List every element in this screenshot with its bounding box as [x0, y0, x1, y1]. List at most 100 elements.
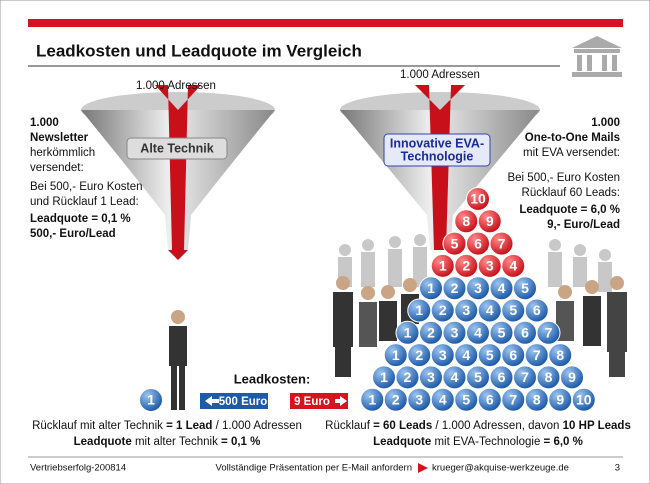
ball-number: 6	[498, 369, 506, 385]
ball-number: 1	[147, 392, 155, 408]
funnel-label: Technologie	[401, 149, 474, 163]
ball-number: 5	[498, 325, 506, 341]
ball-number: 4	[451, 369, 459, 385]
ball-number: 9	[568, 369, 576, 385]
ball-number: 5	[451, 235, 459, 251]
ball	[548, 343, 573, 368]
ball	[571, 387, 596, 412]
ball-number: 8	[533, 391, 541, 407]
footer-center: Vollständige Präsentation per E-Mail anf…	[216, 463, 412, 474]
old-tech-button	[126, 137, 228, 160]
ball-number: 2	[427, 325, 435, 341]
ball	[524, 298, 549, 323]
ball-number: 6	[533, 302, 541, 318]
summary-segment: Rücklauf	[325, 420, 373, 432]
ball-number: 1	[415, 302, 423, 318]
info-line: 9,- Euro/Lead	[547, 219, 620, 231]
ball-number: 8	[462, 213, 470, 229]
ball-number: 3	[427, 369, 435, 385]
ball-number: 4	[439, 391, 447, 407]
ball-number: 1	[392, 347, 400, 363]
ball	[536, 320, 561, 345]
ball	[466, 187, 490, 211]
ball-number: 4	[474, 325, 482, 341]
summary-line: Rücklauf mit alter Technik = 1 Lead / 1.…	[32, 420, 302, 432]
footer-email[interactable]: krueger@akquise-werkzeuge.de	[432, 463, 569, 474]
ball-number: 9	[556, 391, 564, 407]
summary-segment: = 0,1 %	[221, 436, 260, 448]
title: Leadkosten und Leadquote im Vergleich	[36, 41, 362, 60]
ball-number: 2	[392, 391, 400, 407]
ball-number: 9	[486, 213, 494, 229]
funnel-label: Alte Technik	[140, 141, 213, 155]
info-line: versendet:	[30, 162, 84, 174]
info-line: Bei 500,- Euro Kosten	[30, 181, 143, 193]
summary-line: Leadquote mit EVA-Technologie = 6,0 %	[373, 436, 583, 448]
info-line: und Rücklauf 1 Lead:	[30, 196, 139, 208]
ball-number: 3	[451, 325, 459, 341]
ball-number: 5	[462, 391, 470, 407]
ball-number: 1	[439, 258, 447, 274]
ball	[139, 388, 163, 412]
summary-segment: mit alter Technik	[132, 436, 221, 448]
page-number: 3	[615, 463, 620, 474]
ball-number: 2	[415, 347, 423, 363]
info-line: Bei 500,- Euro Kosten	[507, 172, 620, 184]
summary-segment: 10 HP Leads	[563, 420, 631, 432]
summary-line: Rücklauf = 60 Leads / 1.000 Adressen, da…	[325, 420, 631, 432]
ball-number: 3	[439, 347, 447, 363]
ball-number: 10	[470, 191, 486, 207]
footer-arrow	[418, 463, 428, 473]
info-line: Leadquote = 0,1 %	[30, 213, 131, 225]
ball	[477, 209, 502, 234]
ball-number: 7	[545, 325, 553, 341]
ball-number: 2	[462, 258, 470, 274]
summary-segment: / 1.000 Adressen	[212, 420, 302, 432]
ball-number: 6	[509, 347, 517, 363]
ball-number: 4	[498, 280, 506, 296]
ball-number: 10	[576, 391, 592, 407]
ball-number: 1	[404, 325, 412, 341]
summary-segment: Leadquote	[74, 436, 132, 448]
summary-segment: = 6,0 %	[544, 436, 583, 448]
ball-number: 8	[556, 347, 564, 363]
eva-button	[383, 133, 491, 167]
ball-number: 8	[545, 369, 553, 385]
ball-number: 6	[474, 235, 482, 251]
ball	[489, 231, 514, 256]
ball-number: 4	[486, 302, 494, 318]
lead-costs-label: Leadkosten:	[234, 371, 311, 386]
info-line: One-to-One Mails	[525, 132, 620, 144]
summary-segment: Leadquote	[373, 436, 431, 448]
summary-line: Leadquote mit alter Technik = 0,1 %	[74, 436, 261, 448]
people	[169, 276, 627, 410]
ball-number: 5	[474, 369, 482, 385]
left-addresses: 1.000 Adressen	[136, 80, 216, 92]
ball-number: 3	[474, 280, 482, 296]
new-cost: 9 Euro	[294, 396, 330, 408]
ball-number: 5	[486, 347, 494, 363]
info-line: Leadquote = 6,0 %	[519, 204, 620, 216]
ball-number: 4	[509, 258, 517, 274]
info-line: 1.000	[30, 117, 59, 129]
ball-number: 2	[451, 280, 459, 296]
ball-number: 6	[521, 325, 529, 341]
new-cost-arrow	[290, 393, 348, 409]
right-addresses: 1.000 Adressen	[400, 69, 480, 81]
ball	[513, 276, 537, 301]
ball-number: 7	[498, 235, 506, 251]
old-cost: 500 Euro	[219, 396, 268, 408]
ball-number: 3	[486, 258, 494, 274]
info-line: Rücklauf 60 Leads:	[522, 187, 620, 199]
ball-number: 2	[404, 369, 412, 385]
ball-number: 1	[368, 391, 376, 407]
info-line: herkömmlich	[30, 147, 95, 159]
ball	[560, 365, 584, 390]
ball-number: 7	[521, 369, 529, 385]
ball-number: 2	[439, 302, 447, 318]
ball-number: 5	[509, 302, 517, 318]
ball-number: 1	[427, 280, 435, 296]
bank-icon	[572, 36, 622, 77]
ball-number: 6	[486, 391, 494, 407]
